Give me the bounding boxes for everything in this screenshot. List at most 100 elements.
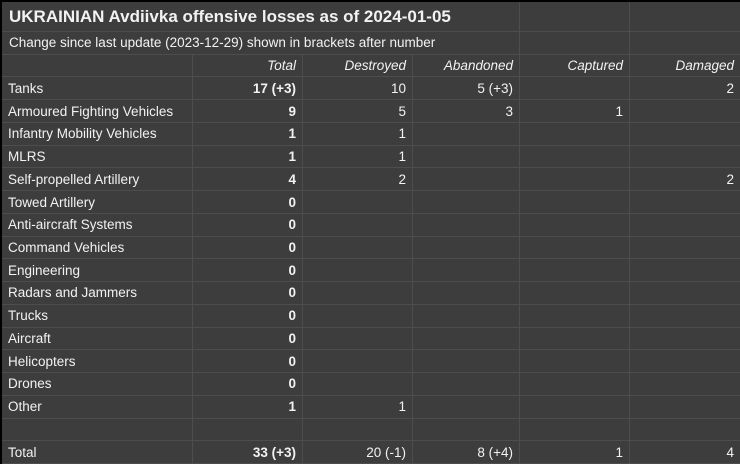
table-row-row-label[interactable]: Other [2, 395, 193, 419]
table-row-row-label[interactable]: Anti-aircraft Systems [2, 213, 193, 237]
table-row-cell-damaged[interactable] [630, 146, 740, 169]
empty-row-cell-captured[interactable] [520, 418, 630, 442]
empty-cell[interactable] [520, 32, 630, 55]
table-row-cell-captured[interactable] [520, 259, 630, 283]
table-row-cell-damaged[interactable]: 2 [630, 168, 740, 192]
table-row-cell-total[interactable]: 1 [193, 145, 303, 169]
empty-cell[interactable] [630, 32, 740, 55]
table-row-cell-damaged[interactable] [630, 328, 740, 351]
table-row-cell-captured[interactable] [520, 304, 630, 328]
table-row-cell-damaged[interactable] [630, 350, 740, 374]
table-row-cell-abandoned[interactable]: 3 [413, 100, 520, 123]
table-row-row-label[interactable]: Command Vehicles [2, 236, 193, 260]
table-row-cell-total[interactable]: 4 [193, 168, 303, 192]
table-row-row-label[interactable]: Engineering [2, 259, 193, 283]
table-row-cell-total[interactable]: 9 [193, 100, 303, 123]
table-row-cell-abandoned[interactable] [413, 373, 520, 396]
table-row-cell-damaged[interactable] [630, 191, 740, 214]
column-header-destroyed[interactable]: Destroyed [303, 54, 413, 78]
table-row-cell-destroyed[interactable] [303, 327, 413, 351]
table-row-cell-damaged[interactable] [630, 259, 740, 283]
table-row-cell-damaged[interactable] [630, 305, 740, 328]
table-row-cell-captured[interactable] [520, 236, 630, 260]
table-row-cell-damaged[interactable] [630, 396, 740, 419]
table-row-cell-abandoned[interactable] [413, 304, 520, 328]
column-header-blank[interactable] [2, 54, 193, 78]
table-row-row-label[interactable]: MLRS [2, 145, 193, 169]
table-row-cell-abandoned[interactable]: 5 (+3) [413, 77, 520, 101]
total-row-row-label[interactable]: Total [2, 441, 193, 464]
empty-cell[interactable] [520, 2, 630, 32]
column-header-captured[interactable]: Captured [520, 54, 630, 78]
table-row-cell-abandoned[interactable] [413, 191, 520, 214]
table-row-row-label[interactable]: Tanks [2, 77, 193, 101]
empty-cell[interactable] [630, 2, 740, 32]
table-row-cell-abandoned[interactable] [413, 168, 520, 192]
table-row-cell-damaged[interactable] [630, 214, 740, 237]
table-row-row-label[interactable]: Trucks [2, 304, 193, 328]
column-header-damaged[interactable]: Damaged [630, 55, 740, 78]
table-row-cell-captured[interactable] [520, 77, 630, 101]
table-row-cell-total[interactable]: 0 [193, 327, 303, 351]
table-row-cell-destroyed[interactable] [303, 191, 413, 214]
sheet-subtitle-cell[interactable]: Change since last update (2023-12-29) sh… [2, 32, 520, 55]
total-row-cell-damaged[interactable]: 4 [630, 441, 740, 464]
total-row-cell-total[interactable]: 33 (+3) [193, 441, 303, 464]
table-row-row-label[interactable]: Infantry Mobility Vehicles [2, 122, 193, 146]
table-row-row-label[interactable]: Drones [2, 373, 193, 396]
column-header-abandoned[interactable]: Abandoned [413, 54, 520, 78]
table-row-cell-destroyed[interactable] [303, 282, 413, 305]
table-row-cell-destroyed[interactable]: 2 [303, 168, 413, 192]
table-row-cell-damaged[interactable] [630, 282, 740, 305]
total-row-cell-abandoned[interactable]: 8 (+4) [413, 441, 520, 464]
empty-row-cell-destroyed[interactable] [303, 418, 413, 442]
table-row-cell-total[interactable]: 0 [193, 259, 303, 283]
table-row-cell-captured[interactable] [520, 168, 630, 192]
table-row-cell-total[interactable]: 0 [193, 213, 303, 237]
total-row-cell-destroyed[interactable]: 20 (-1) [303, 441, 413, 464]
table-row-cell-destroyed[interactable] [303, 373, 413, 396]
table-row-cell-destroyed[interactable]: 1 [303, 395, 413, 419]
table-row-cell-total[interactable]: 1 [193, 395, 303, 419]
sheet-title-cell[interactable]: UKRAINIAN Avdiivka offensive losses as o… [2, 2, 520, 32]
table-row-cell-total[interactable]: 0 [193, 236, 303, 260]
table-row-cell-abandoned[interactable] [413, 122, 520, 146]
table-row-cell-total[interactable]: 0 [193, 373, 303, 396]
table-row-row-label[interactable]: Armoured Fighting Vehicles [2, 100, 193, 123]
table-row-cell-captured[interactable] [520, 327, 630, 351]
table-row-cell-abandoned[interactable] [413, 259, 520, 283]
table-row-cell-captured[interactable] [520, 191, 630, 214]
table-row-cell-damaged[interactable] [630, 100, 740, 123]
table-row-cell-captured[interactable]: 1 [520, 100, 630, 123]
empty-row-cell-abandoned[interactable] [413, 418, 520, 442]
table-row-cell-captured[interactable] [520, 395, 630, 419]
table-row-cell-abandoned[interactable] [413, 213, 520, 237]
table-row-cell-captured[interactable] [520, 373, 630, 396]
table-row-cell-abandoned[interactable] [413, 327, 520, 351]
table-row-row-label[interactable]: Helicopters [2, 350, 193, 374]
table-row-cell-abandoned[interactable] [413, 395, 520, 419]
table-row-cell-damaged[interactable] [630, 237, 740, 260]
total-row-cell-captured[interactable]: 1 [520, 441, 630, 464]
table-row-row-label[interactable]: Radars and Jammers [2, 282, 193, 305]
table-row-cell-destroyed[interactable]: 5 [303, 100, 413, 123]
table-row-row-label[interactable]: Self-propelled Artillery [2, 168, 193, 192]
table-row-cell-captured[interactable] [520, 122, 630, 146]
table-row-cell-destroyed[interactable] [303, 350, 413, 374]
table-row-cell-captured[interactable] [520, 213, 630, 237]
table-row-cell-destroyed[interactable] [303, 259, 413, 283]
table-row-cell-abandoned[interactable] [413, 350, 520, 374]
table-row-cell-total[interactable]: 0 [193, 304, 303, 328]
table-row-cell-damaged[interactable] [630, 373, 740, 396]
empty-row-cell-damaged[interactable] [630, 419, 740, 442]
table-row-cell-destroyed[interactable] [303, 213, 413, 237]
table-row-row-label[interactable]: Towed Artillery [2, 191, 193, 214]
table-row-cell-total[interactable]: 0 [193, 191, 303, 214]
table-row-cell-total[interactable]: 1 [193, 122, 303, 146]
table-row-cell-total[interactable]: 17 (+3) [193, 77, 303, 101]
table-row-cell-damaged[interactable]: 2 [630, 77, 740, 101]
table-row-cell-abandoned[interactable] [413, 236, 520, 260]
table-row-cell-captured[interactable] [520, 350, 630, 374]
empty-row-cell-total[interactable] [193, 418, 303, 442]
table-row-row-label[interactable]: Aircraft [2, 327, 193, 351]
